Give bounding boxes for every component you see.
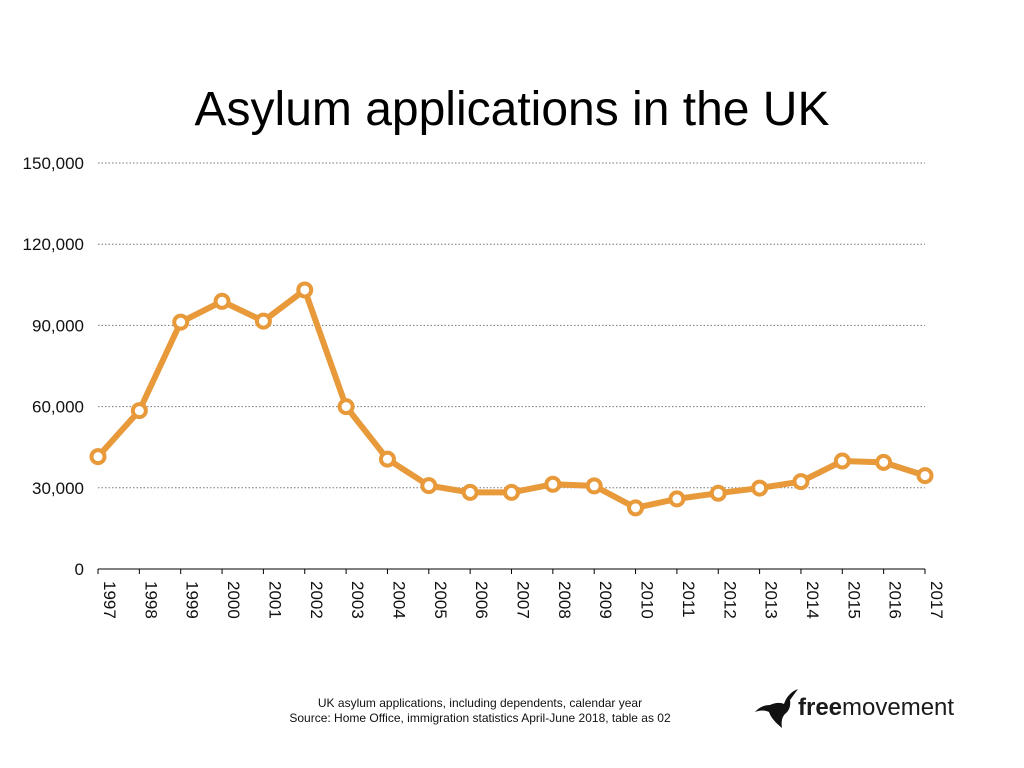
x-tick-label: 2005 (431, 581, 450, 619)
x-tick-label: 2009 (596, 581, 615, 619)
y-tick-label: 150,000 (23, 154, 84, 173)
data-point (627, 499, 645, 517)
x-tick-label: 2001 (265, 581, 284, 619)
x-tick-label: 1999 (183, 581, 202, 619)
data-point (668, 490, 686, 508)
chart-title: Asylum applications in the UK (194, 83, 830, 136)
data-point (89, 448, 107, 466)
x-tick-label: 2012 (720, 581, 739, 619)
x-axis (97, 568, 926, 574)
caption-source: Source: Home Office, immigration statist… (289, 711, 671, 725)
x-tick-label: 2003 (348, 581, 367, 619)
data-point (213, 292, 231, 310)
data-point (709, 484, 727, 502)
x-tick-label: 2014 (803, 581, 822, 619)
x-tick-label: 2013 (762, 581, 781, 619)
data-point (254, 312, 272, 330)
data-point (420, 477, 438, 495)
y-axis-labels: 0 30,000 60,000 90,000 120,000 150,000 (23, 154, 84, 579)
data-point (296, 281, 314, 299)
data-point (461, 483, 479, 501)
data-point (585, 477, 603, 495)
logo-wordmark-bold: free (798, 694, 843, 721)
bird-icon (755, 689, 798, 728)
caption-description: UK asylum applications, including depend… (317, 696, 643, 710)
free-movement-logo: freemovement (754, 688, 984, 734)
x-tick-label: 2004 (389, 581, 408, 619)
data-point (337, 398, 355, 416)
y-tick-label: 90,000 (32, 316, 84, 335)
chart-caption: UK asylum applications, including depend… (230, 696, 730, 726)
x-tick-label: 2000 (224, 581, 243, 619)
data-point (916, 467, 934, 485)
logo-wordmark: freemovement (798, 694, 954, 722)
x-tick-label: 2010 (638, 581, 657, 619)
x-axis-labels: 1997 1998 1999 2000 2001 2002 2003 2004 2005 2006… (100, 581, 946, 619)
data-point (751, 479, 769, 497)
x-tick-label: 2016 (886, 581, 905, 619)
y-tick-label: 60,000 (32, 398, 84, 417)
x-tick-label: 2017 (927, 581, 946, 619)
data-point (130, 402, 148, 420)
x-tick-label: 2007 (514, 581, 533, 619)
y-tick-label: 0 (75, 560, 84, 579)
data-point (792, 473, 810, 491)
series (89, 281, 934, 517)
data-point (875, 453, 893, 471)
data-point (172, 313, 190, 331)
data-point (503, 483, 520, 501)
x-tick-label: 2008 (555, 581, 574, 619)
x-tick-label: 2006 (472, 581, 491, 619)
logo-wordmark-regular: movement (842, 694, 955, 721)
x-tick-label: 2011 (679, 581, 698, 618)
gridlines (98, 162, 925, 489)
x-tick-label: 2015 (844, 581, 863, 619)
y-tick-label: 120,000 (23, 235, 84, 254)
data-point (378, 450, 396, 468)
x-tick-label: 2002 (307, 581, 326, 619)
data-point (544, 475, 562, 493)
data-point (833, 452, 851, 470)
y-tick-label: 30,000 (32, 479, 84, 498)
x-tick-label: 1997 (100, 581, 119, 619)
x-tick-label: 1998 (141, 581, 160, 619)
